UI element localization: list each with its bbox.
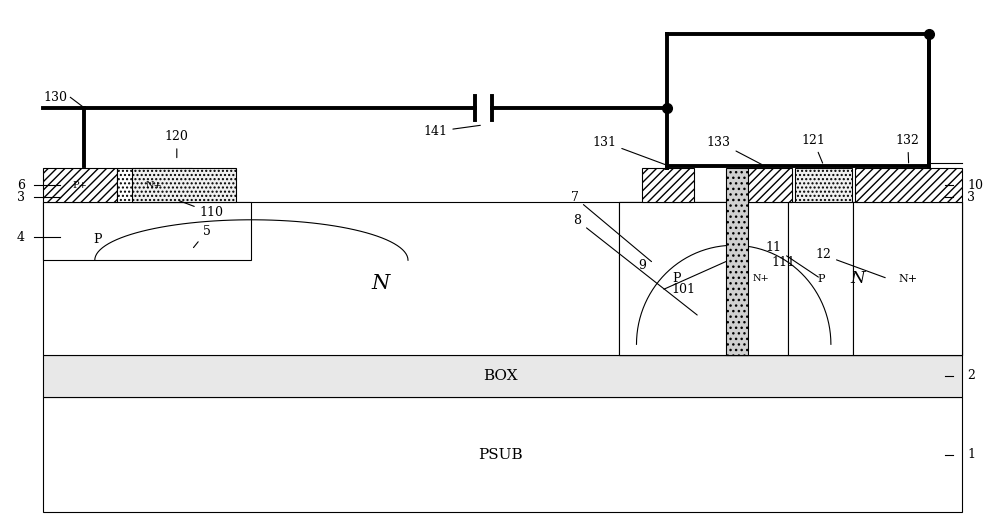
Bar — [43, 202, 251, 260]
Bar — [795, 168, 852, 202]
Bar — [619, 202, 734, 355]
Text: 110: 110 — [179, 201, 224, 219]
Text: 9: 9 — [638, 259, 646, 272]
Text: 121: 121 — [801, 134, 825, 163]
Text: 120: 120 — [165, 130, 189, 158]
Bar — [43, 355, 962, 397]
Text: PSUB: PSUB — [478, 448, 522, 461]
Text: 6: 6 — [17, 179, 25, 192]
Text: 101: 101 — [671, 282, 695, 296]
Text: 130: 130 — [43, 91, 67, 104]
Text: 5: 5 — [193, 225, 211, 247]
Bar — [132, 168, 236, 202]
Text: P+: P+ — [72, 181, 87, 190]
Text: 7: 7 — [571, 191, 652, 262]
Text: BOX: BOX — [483, 369, 517, 383]
Bar — [43, 397, 962, 512]
Text: 10: 10 — [967, 179, 983, 192]
Text: 4: 4 — [17, 230, 25, 244]
Text: N: N — [372, 275, 390, 294]
Text: 8: 8 — [574, 215, 697, 315]
Bar — [619, 202, 962, 355]
Text: P: P — [672, 272, 681, 285]
Text: P: P — [93, 233, 102, 246]
Text: 111: 111 — [771, 256, 795, 269]
Text: 3: 3 — [967, 191, 975, 204]
Bar — [788, 202, 853, 355]
Text: P: P — [817, 273, 824, 284]
Bar — [734, 202, 788, 355]
Bar — [853, 202, 962, 355]
Bar — [642, 168, 694, 202]
Text: 11: 11 — [765, 241, 818, 277]
Text: 1: 1 — [967, 448, 975, 461]
Bar — [736, 168, 792, 202]
Text: 141: 141 — [423, 125, 480, 138]
Bar — [855, 168, 962, 202]
Bar — [43, 202, 962, 355]
Bar — [43, 168, 117, 202]
Text: N+: N+ — [753, 274, 769, 283]
Text: 12: 12 — [815, 249, 885, 278]
Text: 131: 131 — [592, 135, 665, 165]
Bar — [726, 168, 748, 355]
Text: N+: N+ — [146, 181, 163, 190]
Text: N+: N+ — [898, 273, 917, 284]
Text: 2: 2 — [967, 370, 975, 382]
Text: 133: 133 — [707, 135, 762, 165]
Bar — [117, 168, 192, 202]
Text: N: N — [851, 270, 865, 287]
Text: 3: 3 — [17, 191, 25, 204]
Text: 132: 132 — [896, 134, 920, 163]
